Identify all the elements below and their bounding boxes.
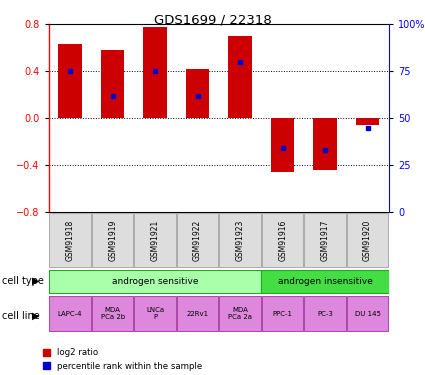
Text: ▶: ▶: [32, 276, 40, 285]
FancyBboxPatch shape: [304, 296, 346, 331]
FancyBboxPatch shape: [262, 296, 303, 331]
FancyBboxPatch shape: [304, 213, 346, 267]
Text: PC-3: PC-3: [317, 310, 333, 316]
Text: 22Rv1: 22Rv1: [187, 310, 209, 316]
FancyBboxPatch shape: [219, 213, 261, 267]
FancyBboxPatch shape: [92, 213, 133, 267]
Bar: [313, 118, 337, 170]
Text: androgen sensitive: androgen sensitive: [112, 277, 198, 286]
FancyBboxPatch shape: [347, 296, 388, 331]
FancyBboxPatch shape: [347, 213, 388, 267]
FancyBboxPatch shape: [262, 213, 303, 267]
Bar: [356, 118, 379, 125]
FancyBboxPatch shape: [49, 213, 91, 267]
Text: MDA
PCa 2a: MDA PCa 2a: [228, 307, 252, 320]
Text: cell line: cell line: [2, 311, 40, 321]
Text: GSM91920: GSM91920: [363, 219, 372, 261]
FancyBboxPatch shape: [49, 270, 261, 293]
FancyBboxPatch shape: [219, 296, 261, 331]
Text: DU 145: DU 145: [355, 310, 380, 316]
FancyBboxPatch shape: [177, 296, 218, 331]
Bar: [58, 44, 82, 118]
Text: GDS1699 / 22318: GDS1699 / 22318: [153, 13, 272, 26]
Text: LNCa
P: LNCa P: [146, 307, 164, 320]
Text: GSM91918: GSM91918: [65, 219, 75, 261]
Text: GSM91916: GSM91916: [278, 219, 287, 261]
Text: GSM91919: GSM91919: [108, 219, 117, 261]
Text: GSM91922: GSM91922: [193, 219, 202, 261]
Bar: [143, 27, 167, 118]
FancyBboxPatch shape: [134, 213, 176, 267]
Text: GSM91917: GSM91917: [320, 219, 330, 261]
Bar: [271, 118, 294, 172]
Text: GSM91921: GSM91921: [150, 219, 160, 261]
Text: GSM91923: GSM91923: [235, 219, 245, 261]
Bar: [186, 69, 209, 118]
Text: cell type: cell type: [2, 276, 44, 285]
FancyBboxPatch shape: [177, 213, 218, 267]
Text: ▶: ▶: [32, 311, 40, 321]
Text: MDA
PCa 2b: MDA PCa 2b: [101, 307, 125, 320]
FancyBboxPatch shape: [49, 296, 91, 331]
Bar: [228, 36, 252, 118]
FancyBboxPatch shape: [134, 296, 176, 331]
Text: LAPC-4: LAPC-4: [58, 310, 82, 316]
Text: androgen insensitive: androgen insensitive: [278, 277, 373, 286]
Bar: [101, 50, 124, 118]
FancyBboxPatch shape: [92, 296, 133, 331]
Legend: log2 ratio, percentile rank within the sample: log2 ratio, percentile rank within the s…: [42, 348, 202, 371]
FancyBboxPatch shape: [261, 270, 389, 293]
Text: PPC-1: PPC-1: [272, 310, 293, 316]
